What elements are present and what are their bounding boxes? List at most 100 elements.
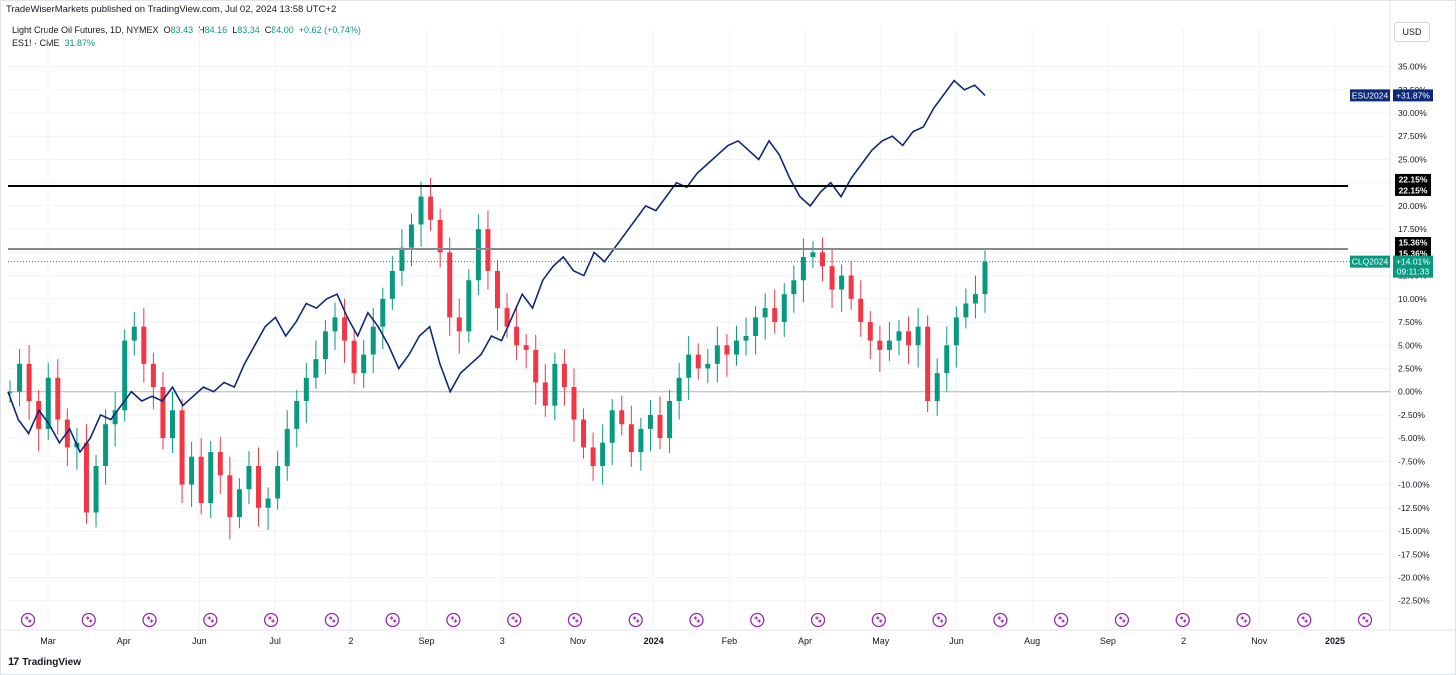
candle-body (714, 345, 720, 364)
candle-body (64, 419, 70, 448)
candle-body (972, 294, 978, 304)
candle-body (495, 270, 500, 309)
candle-body (55, 377, 61, 420)
candle-body (600, 442, 606, 467)
y-tick-label: -15.00% (1398, 526, 1430, 536)
hline-price-badge (1395, 184, 1431, 196)
y-tick-label: 17.50% (1398, 224, 1427, 234)
open-label: O (163, 25, 171, 35)
candle-body (447, 252, 453, 318)
candle-body (485, 229, 491, 271)
candle-body (7, 391, 13, 393)
candle-body (131, 326, 137, 341)
y-tick-label: 0.00% (1398, 387, 1423, 397)
publisher-caption: TradeWiserMarkets published on TradingVi… (6, 4, 337, 15)
high-value: 84.16 (204, 25, 228, 35)
event-arrows-icon (997, 616, 1005, 623)
event-icon[interactable] (1357, 612, 1373, 628)
candle-body (619, 410, 625, 425)
hline-price-badge (1395, 173, 1431, 185)
event-icon[interactable] (567, 612, 583, 628)
event-icon[interactable] (142, 612, 157, 628)
event-icon[interactable] (750, 612, 765, 628)
candle-body (667, 400, 673, 439)
y-tick-label: -2.50% (1398, 410, 1425, 420)
es-value-badge-text: +31.87% (1396, 90, 1430, 100)
event-icon[interactable] (1236, 612, 1251, 628)
event-icon[interactable] (1114, 612, 1130, 628)
event-icon[interactable] (203, 612, 218, 628)
event-icon[interactable] (689, 612, 704, 628)
candle-body (112, 410, 118, 425)
candle-body (705, 363, 711, 369)
event-icon[interactable] (20, 612, 36, 628)
compare-series-legend[interactable]: ES1! · CME 31.87% (12, 38, 95, 48)
currency-button[interactable]: USD (1394, 22, 1430, 42)
candle-body (150, 363, 156, 388)
candle-body (36, 400, 42, 429)
compare-value: 31.87% (64, 38, 96, 48)
x-tick-label: Mar (40, 636, 56, 646)
y-tick-label: -5.00% (1398, 433, 1425, 443)
y-tick-label: -7.50% (1398, 456, 1425, 466)
event-icon[interactable] (81, 612, 96, 628)
event-arrows-icon (1240, 616, 1248, 623)
symbol-description: Light Crude Oil Futures, 1D, NYMEX (12, 25, 159, 35)
candle-body (944, 345, 950, 374)
event-icon[interactable] (628, 612, 643, 628)
event-icon[interactable] (507, 612, 522, 628)
candle-body (45, 377, 51, 429)
event-arrows-icon (207, 616, 215, 623)
candle-body (810, 252, 816, 258)
tradingview-logo[interactable]: 17 TradingView (8, 656, 81, 668)
event-icon[interactable] (446, 612, 461, 628)
event-arrows-icon (693, 616, 701, 623)
candle-body (695, 354, 701, 369)
y-tick-label: 2.50% (1398, 363, 1423, 373)
candle-body (141, 326, 147, 364)
event-icon[interactable] (932, 612, 947, 628)
hline-price-badge-text: 22.15% (1399, 174, 1428, 184)
low-value: 83.34 (237, 25, 260, 35)
event-icon[interactable] (263, 612, 279, 628)
event-icon[interactable] (385, 612, 400, 628)
candle-body (963, 303, 969, 318)
candle-body (208, 452, 214, 504)
candle-body (456, 317, 462, 332)
event-arrows-icon (632, 616, 640, 623)
candle-body (389, 270, 395, 299)
clq-symbol-badge-text: CLQ2024 (1352, 257, 1389, 267)
event-icon[interactable] (871, 612, 886, 628)
event-icon[interactable] (324, 612, 340, 628)
candle-body (523, 345, 529, 350)
candle-body (858, 298, 864, 323)
event-icon[interactable] (1175, 612, 1190, 628)
x-tick-label: 2025 (1325, 636, 1345, 646)
main-series-legend[interactable]: Light Crude Oil Futures, 1D, NYMEX O83.4… (12, 25, 361, 35)
candle-body (342, 317, 348, 341)
candle-body (265, 498, 271, 508)
y-tick-label: 5.00% (1398, 340, 1423, 350)
candle-body (820, 252, 825, 267)
event-arrows-icon (85, 616, 93, 623)
y-tick-label: 30.00% (1398, 108, 1427, 118)
candle-body (628, 424, 634, 453)
y-tick-label: 10.00% (1398, 294, 1427, 304)
candle-body (26, 363, 32, 401)
event-arrows-icon (268, 616, 275, 623)
clq-value-badge (1393, 255, 1433, 278)
candle-body (303, 377, 309, 401)
candle-body (227, 475, 233, 518)
candle-body (724, 345, 730, 355)
event-icon[interactable] (810, 612, 826, 628)
candle-body (504, 308, 510, 327)
event-icon[interactable] (1297, 612, 1312, 628)
event-icon[interactable] (993, 612, 1008, 628)
candle-body (839, 275, 845, 290)
candle-body (867, 322, 873, 341)
x-tick-label: May (872, 636, 890, 646)
candle-body (418, 196, 424, 225)
event-icon[interactable] (1053, 612, 1069, 628)
